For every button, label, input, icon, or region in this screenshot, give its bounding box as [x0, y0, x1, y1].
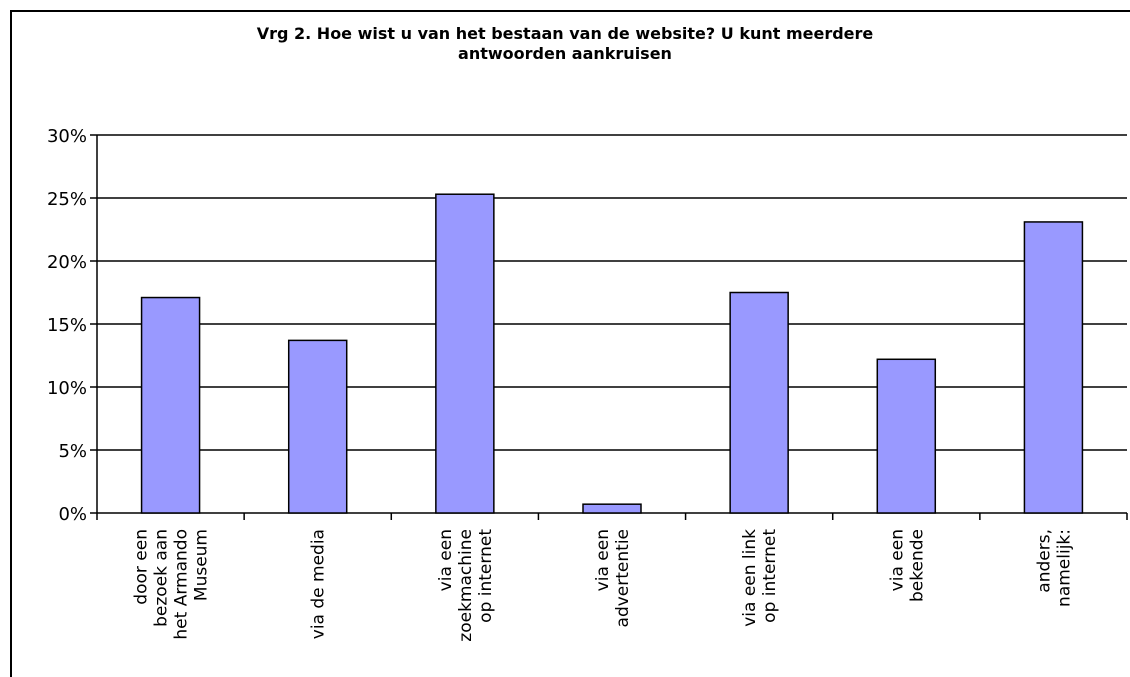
x-category-label: via de media	[309, 529, 329, 639]
x-category-label: via een link op internet	[740, 529, 780, 627]
x-category-label-line: door een	[132, 529, 152, 605]
bar	[435, 193, 495, 514]
y-tick-label: 0%	[58, 504, 87, 525]
x-category-label: via een zoekmachine op internet	[436, 529, 496, 642]
y-tick-labels: 0% 5% 10% 15% 20% 25% 30%	[47, 126, 87, 525]
x-category-label-line: via een link	[740, 529, 760, 627]
x-category-label-line: bekende	[907, 529, 927, 602]
x-category-label-line: het Armando	[172, 529, 192, 640]
x-category-label-line: namelijk:	[1054, 529, 1074, 607]
x-category-label: via een advertentie	[593, 529, 633, 627]
x-category-label-line: advertentie	[613, 529, 633, 627]
x-category-label-line: op internet	[760, 529, 780, 623]
x-category-labels: door een bezoek aan het Armando Museum via d…	[132, 529, 1075, 642]
x-category-label-line: via een	[436, 529, 456, 591]
y-tick-label: 10%	[47, 378, 87, 399]
bars	[140, 193, 1084, 514]
chart-title-line-1: Vrg 2. Hoe wist u van het bestaan van de…	[256, 24, 874, 43]
x-category-label-line: via de media	[309, 529, 329, 639]
bar	[582, 503, 642, 514]
x-category-label: via een bekende	[887, 529, 927, 602]
x-category-label-line: via een	[887, 529, 907, 591]
x-category-label-line: op internet	[476, 529, 496, 623]
y-tick-label: 30%	[47, 126, 87, 147]
x-category-label-line: bezoek aan	[152, 529, 172, 627]
chart-title-line-2: antwoorden aankruisen	[458, 44, 672, 63]
y-tick-label: 15%	[47, 315, 87, 336]
bar	[287, 339, 348, 514]
bar	[140, 296, 201, 514]
x-category-label-line: Museum	[192, 529, 212, 601]
bar	[876, 358, 937, 514]
x-category-label-line: zoekmachine	[456, 529, 476, 642]
x-category-label: anders, namelijk:	[1034, 529, 1074, 607]
bar	[729, 291, 789, 514]
axes	[90, 134, 1128, 520]
x-category-label: door een bezoek aan het Armando Museum	[132, 529, 212, 640]
y-tick-label: 25%	[47, 189, 87, 210]
bar	[1023, 221, 1084, 514]
y-tick-label: 5%	[58, 441, 87, 462]
chart-title: Vrg 2. Hoe wist u van het bestaan van de…	[0, 24, 1130, 64]
x-category-label-line: anders,	[1034, 529, 1054, 593]
x-category-label-line: via een	[593, 529, 613, 591]
y-tick-label: 20%	[47, 252, 87, 273]
gridlines	[97, 134, 1127, 451]
